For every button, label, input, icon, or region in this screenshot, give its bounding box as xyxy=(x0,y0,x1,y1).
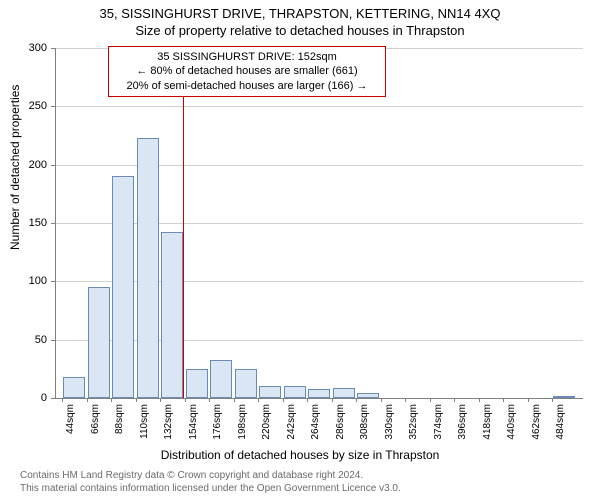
x-tick-label: 198sqm xyxy=(237,404,248,454)
x-tick-label: 88sqm xyxy=(114,404,125,454)
x-tick-label: 264sqm xyxy=(310,404,321,454)
x-tick-label: 110sqm xyxy=(139,404,150,454)
gridline xyxy=(55,281,583,282)
y-tick-label: 50 xyxy=(17,334,47,346)
x-tick-label: 462sqm xyxy=(531,404,542,454)
histogram-plot: 05010015020025030044sqm66sqm88sqm110sqm1… xyxy=(55,48,583,398)
histogram-bar xyxy=(88,287,110,398)
histogram-bar xyxy=(553,396,575,398)
x-tick-label: 286sqm xyxy=(335,404,346,454)
annotation-line-3: 20% of semi-detached houses are larger (… xyxy=(117,79,377,93)
histogram-bar xyxy=(112,176,134,398)
histogram-bar xyxy=(284,386,306,398)
histogram-bar xyxy=(137,138,159,398)
x-tick-label: 176sqm xyxy=(212,404,223,454)
x-tick-label: 484sqm xyxy=(555,404,566,454)
page-title: 35, SISSINGHURST DRIVE, THRAPSTON, KETTE… xyxy=(0,0,600,21)
gridline xyxy=(55,340,583,341)
histogram-bar xyxy=(63,377,85,398)
x-tick-label: 220sqm xyxy=(261,404,272,454)
x-tick-label: 418sqm xyxy=(482,404,493,454)
y-tick-label: 250 xyxy=(17,100,47,112)
y-tick-label: 300 xyxy=(17,42,47,54)
gridline xyxy=(55,165,583,166)
x-tick-label: 440sqm xyxy=(506,404,517,454)
histogram-bar xyxy=(235,369,257,398)
footer-line-2: This material contains information licen… xyxy=(0,483,600,494)
x-tick-label: 396sqm xyxy=(457,404,468,454)
x-tick-label: 154sqm xyxy=(188,404,199,454)
gridline xyxy=(55,223,583,224)
histogram-bar xyxy=(186,369,208,398)
y-tick-label: 100 xyxy=(17,275,47,287)
x-tick-label: 330sqm xyxy=(384,404,395,454)
histogram-bar xyxy=(259,386,281,398)
x-tick-label: 242sqm xyxy=(286,404,297,454)
footer-line-1: Contains HM Land Registry data © Crown c… xyxy=(0,470,600,481)
y-tick-label: 0 xyxy=(17,392,47,404)
y-tick-label: 200 xyxy=(17,159,47,171)
gridline xyxy=(55,106,583,107)
histogram-bar xyxy=(357,393,379,398)
x-tick-label: 308sqm xyxy=(359,404,370,454)
histogram-bar xyxy=(161,232,183,398)
annotation-box: 35 SISSINGHURST DRIVE: 152sqm ← 80% of d… xyxy=(108,46,386,97)
x-tick-label: 352sqm xyxy=(408,404,419,454)
y-tick-label: 150 xyxy=(17,217,47,229)
x-tick-label: 132sqm xyxy=(163,404,174,454)
histogram-bar xyxy=(333,388,355,399)
reference-line xyxy=(183,48,184,398)
histogram-bar xyxy=(210,360,232,399)
x-tick-label: 374sqm xyxy=(433,404,444,454)
histogram-bar xyxy=(308,389,330,398)
chart-subtitle: Size of property relative to detached ho… xyxy=(0,21,600,38)
annotation-line-1: 35 SISSINGHURST DRIVE: 152sqm xyxy=(117,50,377,64)
x-tick-label: 44sqm xyxy=(65,404,76,454)
x-tick-label: 66sqm xyxy=(90,404,101,454)
x-axis-label: Distribution of detached houses by size … xyxy=(0,448,600,462)
annotation-line-2: ← 80% of detached houses are smaller (66… xyxy=(117,64,377,78)
